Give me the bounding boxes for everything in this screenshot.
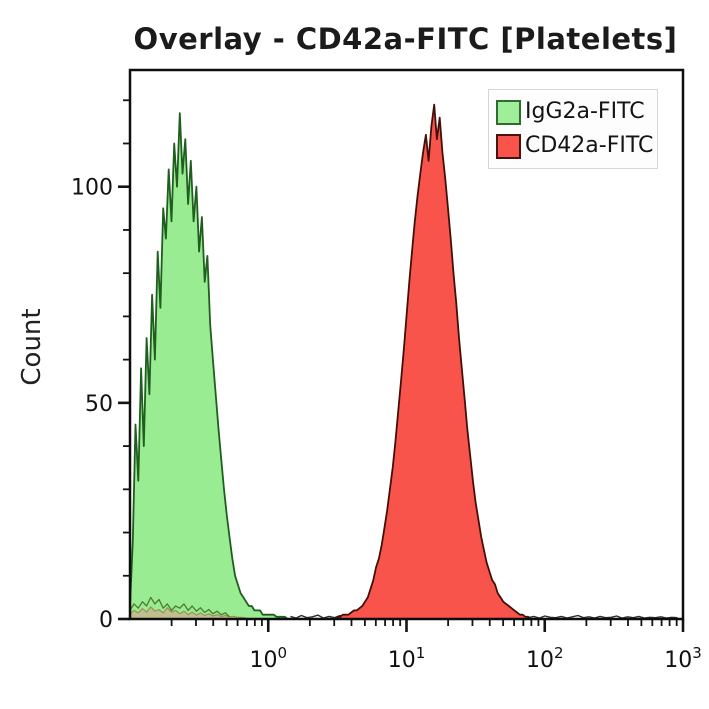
legend-label-cd42a: CD42a-FITC	[525, 133, 654, 158]
legend-item-igg2a: IgG2a-FITC	[496, 95, 653, 129]
series-cd42a-fitc	[336, 103, 532, 620]
series-autofluorescence-baseline	[129, 606, 251, 620]
x-tick-label: 103	[664, 644, 702, 673]
legend-label-igg2a: IgG2a-FITC	[525, 99, 645, 124]
y-tick-label: 0	[99, 608, 113, 633]
series-green-noise-outline	[129, 596, 230, 618]
x-tick-label: 101	[388, 644, 426, 673]
chart-title: Overlay - CD42a-FITC [Platelets]	[133, 22, 678, 56]
x-tick-label: 100	[249, 644, 287, 673]
y-tick-label: 50	[85, 392, 113, 417]
legend-item-cd42a: CD42a-FITC	[496, 129, 653, 163]
plot-border	[128, 68, 685, 621]
legend: IgG2a-FITC CD42a-FITC	[488, 89, 658, 169]
x-tick-label: 102	[526, 644, 564, 673]
histogram-series	[129, 103, 678, 620]
legend-swatch-igg2a	[496, 99, 521, 125]
y-tick-label: 100	[71, 176, 113, 201]
legend-swatch-cd42a	[496, 133, 521, 159]
series-igg2a-fitc	[129, 112, 289, 620]
